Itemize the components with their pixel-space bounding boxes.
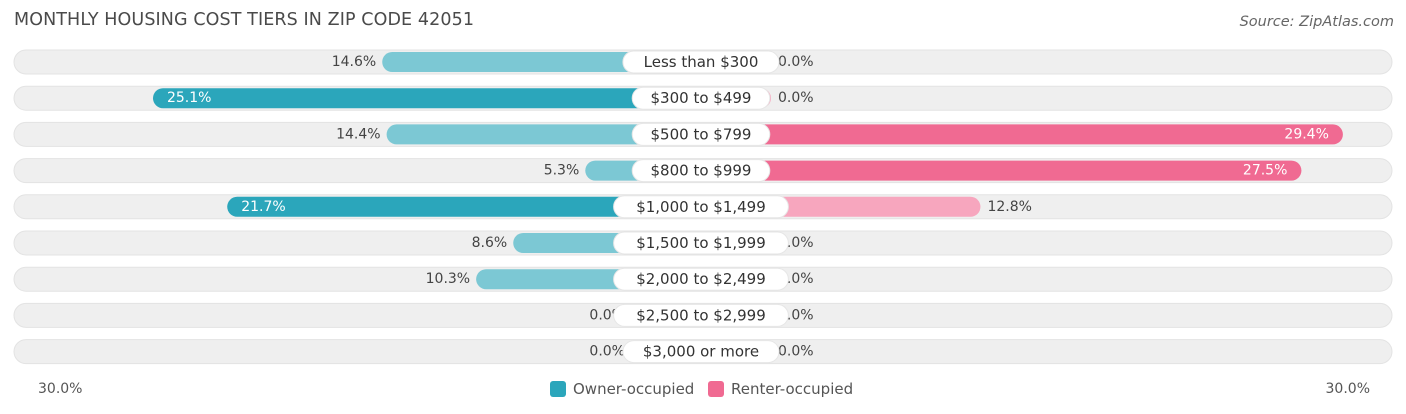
owner-bar	[152, 88, 701, 109]
legend: Owner-occupied Renter-occupied	[0, 378, 1406, 400]
category-label: $300 to $499	[651, 89, 752, 107]
source-label: Source: ZipAtlas.com	[1239, 14, 1394, 30]
legend-item-renter[interactable]: Renter-occupied	[708, 378, 853, 400]
renter-value-label: 0.0%	[778, 54, 814, 70]
owner-bar	[386, 124, 701, 145]
category-pill	[622, 340, 780, 364]
category-label: $800 to $999	[651, 162, 752, 180]
chart-canvas: 14.6% 0.0% Less than $300 25.1% 0.0% $300 to …	[13, 49, 1393, 365]
legend-label-owner: Owner-occupied	[573, 380, 695, 398]
category-pill	[613, 267, 789, 291]
chart-title: MONTHLY HOUSING COST TIERS IN ZIP CODE 4…	[14, 10, 475, 30]
renter-bar	[701, 160, 1302, 181]
legend-swatch-owner	[550, 381, 566, 397]
category-label: $2,000 to $2,499	[636, 270, 766, 288]
owner-value-label: 21.7%	[241, 199, 285, 215]
renter-value-label: 12.8%	[987, 199, 1031, 215]
owner-bar	[227, 196, 701, 217]
renter-value-label: 0.0%	[778, 344, 814, 360]
renter-value-label: 29.4%	[1284, 126, 1328, 142]
category-label: $2,500 to $2,999	[636, 306, 766, 324]
owner-value-label: 5.3%	[544, 163, 580, 179]
category-label: Less than $300	[644, 53, 759, 71]
owner-value-label: 8.6%	[472, 235, 508, 251]
category-pill	[622, 50, 780, 74]
renter-value-label: 0.0%	[778, 90, 814, 106]
owner-value-label: 25.1%	[167, 90, 211, 106]
renter-value-label: 27.5%	[1243, 163, 1287, 179]
category-label: $500 to $799	[651, 125, 752, 143]
category-pill	[631, 159, 771, 183]
category-pill	[631, 122, 771, 146]
category-pill	[613, 195, 789, 219]
legend-item-owner[interactable]: Owner-occupied	[550, 378, 694, 400]
axis-label-left: 30.0%	[38, 381, 83, 397]
category-label: $3,000 or more	[643, 343, 759, 361]
owner-value-label: 14.4%	[336, 126, 380, 142]
owner-value-label: 14.6%	[332, 54, 376, 70]
legend-label-renter: Renter-occupied	[731, 380, 854, 398]
category-label: $1,500 to $1,999	[636, 234, 766, 252]
category-pill	[631, 86, 771, 110]
category-pill	[613, 303, 789, 327]
owner-value-label: 0.0%	[589, 344, 625, 360]
category-label: $1,000 to $1,499	[636, 198, 766, 216]
renter-bar	[701, 124, 1343, 145]
axis-label-right: 30.0%	[1325, 381, 1370, 397]
owner-value-label: 10.3%	[426, 271, 470, 287]
category-pill	[613, 231, 789, 255]
owner-bar	[382, 52, 701, 72]
legend-swatch-renter	[708, 381, 724, 397]
